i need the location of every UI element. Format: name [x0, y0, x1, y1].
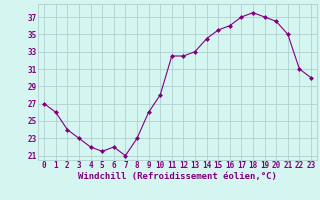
X-axis label: Windchill (Refroidissement éolien,°C): Windchill (Refroidissement éolien,°C) [78, 172, 277, 181]
